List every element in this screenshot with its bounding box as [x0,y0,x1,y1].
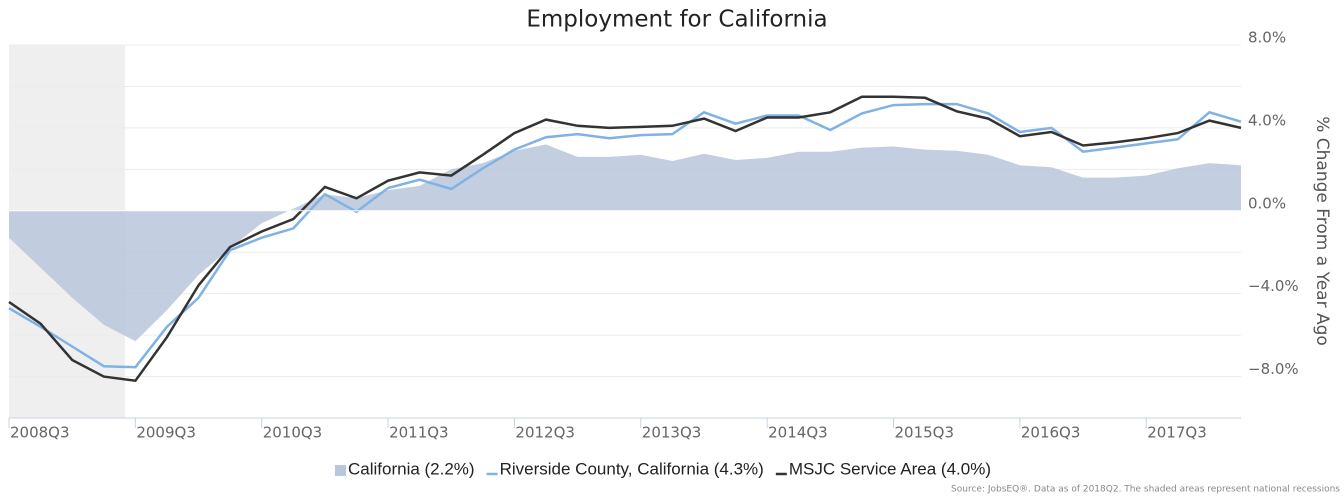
x-tick-label: 2015Q3 [895,424,955,442]
legend-item: California (2.2%) [334,459,475,478]
legend-item: Riverside County, California (4.3%) [486,459,764,478]
legend: California (2.2%) Riverside County, Calif… [334,459,991,478]
legend-label: California (2.2%) [348,459,475,478]
x-tick-label: 2008Q3 [10,424,70,442]
area [9,144,1241,342]
y-tick-label: −8.0% [1248,360,1299,378]
x-tick-label: 2017Q3 [1147,424,1207,442]
y-tick-label: 0.0% [1248,194,1286,212]
y-tick-label: −4.0% [1248,277,1299,295]
legend-label: Riverside County, California (4.3%) [500,459,764,478]
x-tick-label: 2014Q3 [768,424,828,442]
x-tick-label: 2010Q3 [263,424,323,442]
x-tick-label: 2013Q3 [642,424,702,442]
x-tick-label: 2011Q3 [389,424,449,442]
legend-label: MSJC Service Area (4.0%) [789,459,991,478]
line [8,95,1242,383]
legend-swatch [334,465,346,476]
y-tick-label: 4.0% [1248,111,1286,129]
x-tick-label: 2012Q3 [515,424,575,442]
chart-title: Employment for California [526,7,827,33]
legend-item: MSJC Service Area (4.0%) [775,459,991,478]
line [8,102,1242,369]
x-tick-label: 2009Q3 [136,424,196,442]
y-tick-label: 8.0% [1248,29,1286,47]
y-axis-label: % Change From a Year Ago [1312,116,1332,346]
source-note: Source: JobsEQ®. Data as of 2018Q2. The … [951,485,1340,495]
x-tick-label: 2016Q3 [1021,424,1081,442]
